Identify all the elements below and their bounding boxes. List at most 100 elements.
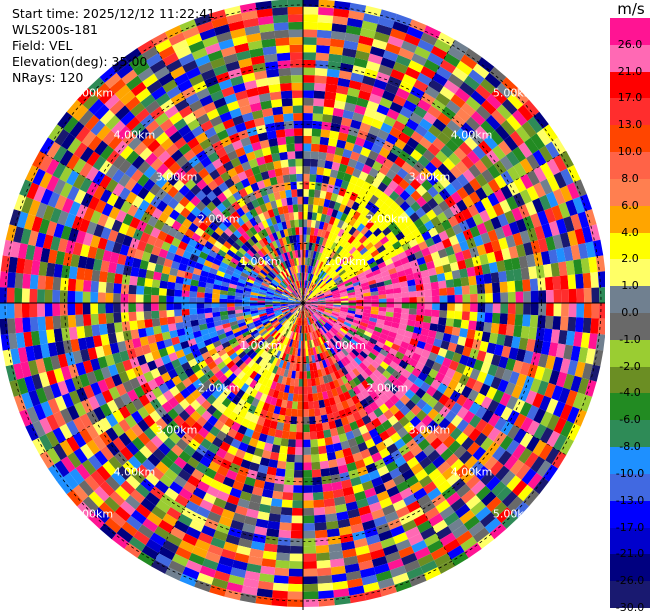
radar-gate [408,285,416,292]
radar-gate [291,531,303,539]
radar-gate [318,446,327,455]
radar-gate [318,583,334,592]
radar-gate [303,90,314,98]
radar-gate [271,99,282,108]
radar-gate [303,105,313,113]
radar-gate [297,181,303,189]
radar-gate [402,303,410,309]
radar-gate [143,295,151,303]
radar-gate [296,166,303,174]
radar-gate [69,327,78,340]
radar-gate [152,318,161,327]
radar-gate [476,321,485,331]
radar-gate [197,292,205,298]
radar-gate [317,167,325,176]
radar-gate [297,197,303,205]
radar-gate [286,197,292,205]
radar-gate [288,22,303,30]
radar-gate [75,279,84,291]
radar-gate [598,271,605,287]
radar-gate [292,98,303,106]
radar-gate [83,292,91,304]
radar-gate [106,313,114,324]
radar-gate [0,319,8,335]
radar-gate [277,53,291,62]
radar-gate [554,303,562,317]
colorbar-tick-label: 26.0 [618,39,643,51]
radar-gate [379,299,387,303]
radar-gate [271,444,280,453]
radar-gate [68,315,77,328]
radar-gate [106,282,114,293]
radar-gate [316,53,330,62]
radar-gate [290,182,297,190]
radar-gate [303,500,314,508]
radar-gate [303,151,311,159]
radar-gate [289,561,303,569]
radar-gate [138,328,147,338]
radar-gate [322,114,333,123]
radar-gate [227,299,235,303]
radar-gate [552,316,561,330]
radar-gate [113,283,121,293]
radar-gate [0,271,8,287]
radar-gate [424,303,432,310]
radar-gate [105,293,113,303]
radar-gate [7,303,15,319]
radar-gate [386,294,394,299]
radar-gate [289,569,303,577]
radar-gate [98,303,106,314]
radar-gate [130,267,139,277]
radar-gate [281,91,293,99]
radar-gate [452,270,461,279]
radar-gate [322,483,333,492]
radar-gate [307,220,312,228]
radar-gate [121,284,129,294]
radar-gate [303,219,307,227]
radar-gate [408,314,416,321]
radar-gate [272,7,288,16]
radar-gate [575,317,584,332]
radar-gate [590,318,599,334]
radar-gate [447,287,455,295]
radar-gate [327,452,336,461]
radar-gate [318,7,334,16]
radar-gate [45,316,54,330]
radar-gate [294,470,303,478]
radar-gate [128,285,136,295]
radar-gate [538,303,546,316]
radar-gate [530,278,539,291]
radar-gate [303,455,311,463]
radar-gate [267,130,277,139]
radar-gate [303,235,307,243]
radar-gate [531,291,539,303]
radar-gate [444,326,453,335]
radar-gate [569,289,577,303]
radar-gate [276,45,290,54]
radar-gate [508,292,516,303]
radar-gate [279,75,291,84]
range-ring-label: 5.00km [71,508,113,521]
radar-gate [15,273,24,289]
radar-gate [485,303,493,313]
radar-gate [303,569,317,577]
radar-gate [290,60,303,68]
radar-gate [294,220,299,228]
radar-gate [584,288,592,303]
radar-gate [0,303,7,319]
radar-gate [129,276,138,286]
radar-gate [299,235,303,243]
radar-gate [69,266,78,279]
radar-gate [303,402,309,410]
radar-gate [60,315,69,328]
radar-gate [447,295,455,303]
radar-gate [309,182,316,190]
radar-gate [281,507,293,515]
radar-gate [394,298,402,303]
radar-gate [545,316,554,330]
radar-gate [513,325,522,337]
radar-gate [309,416,316,424]
colorbar-level: 26.0 [610,18,650,45]
radar-gate [303,174,310,182]
